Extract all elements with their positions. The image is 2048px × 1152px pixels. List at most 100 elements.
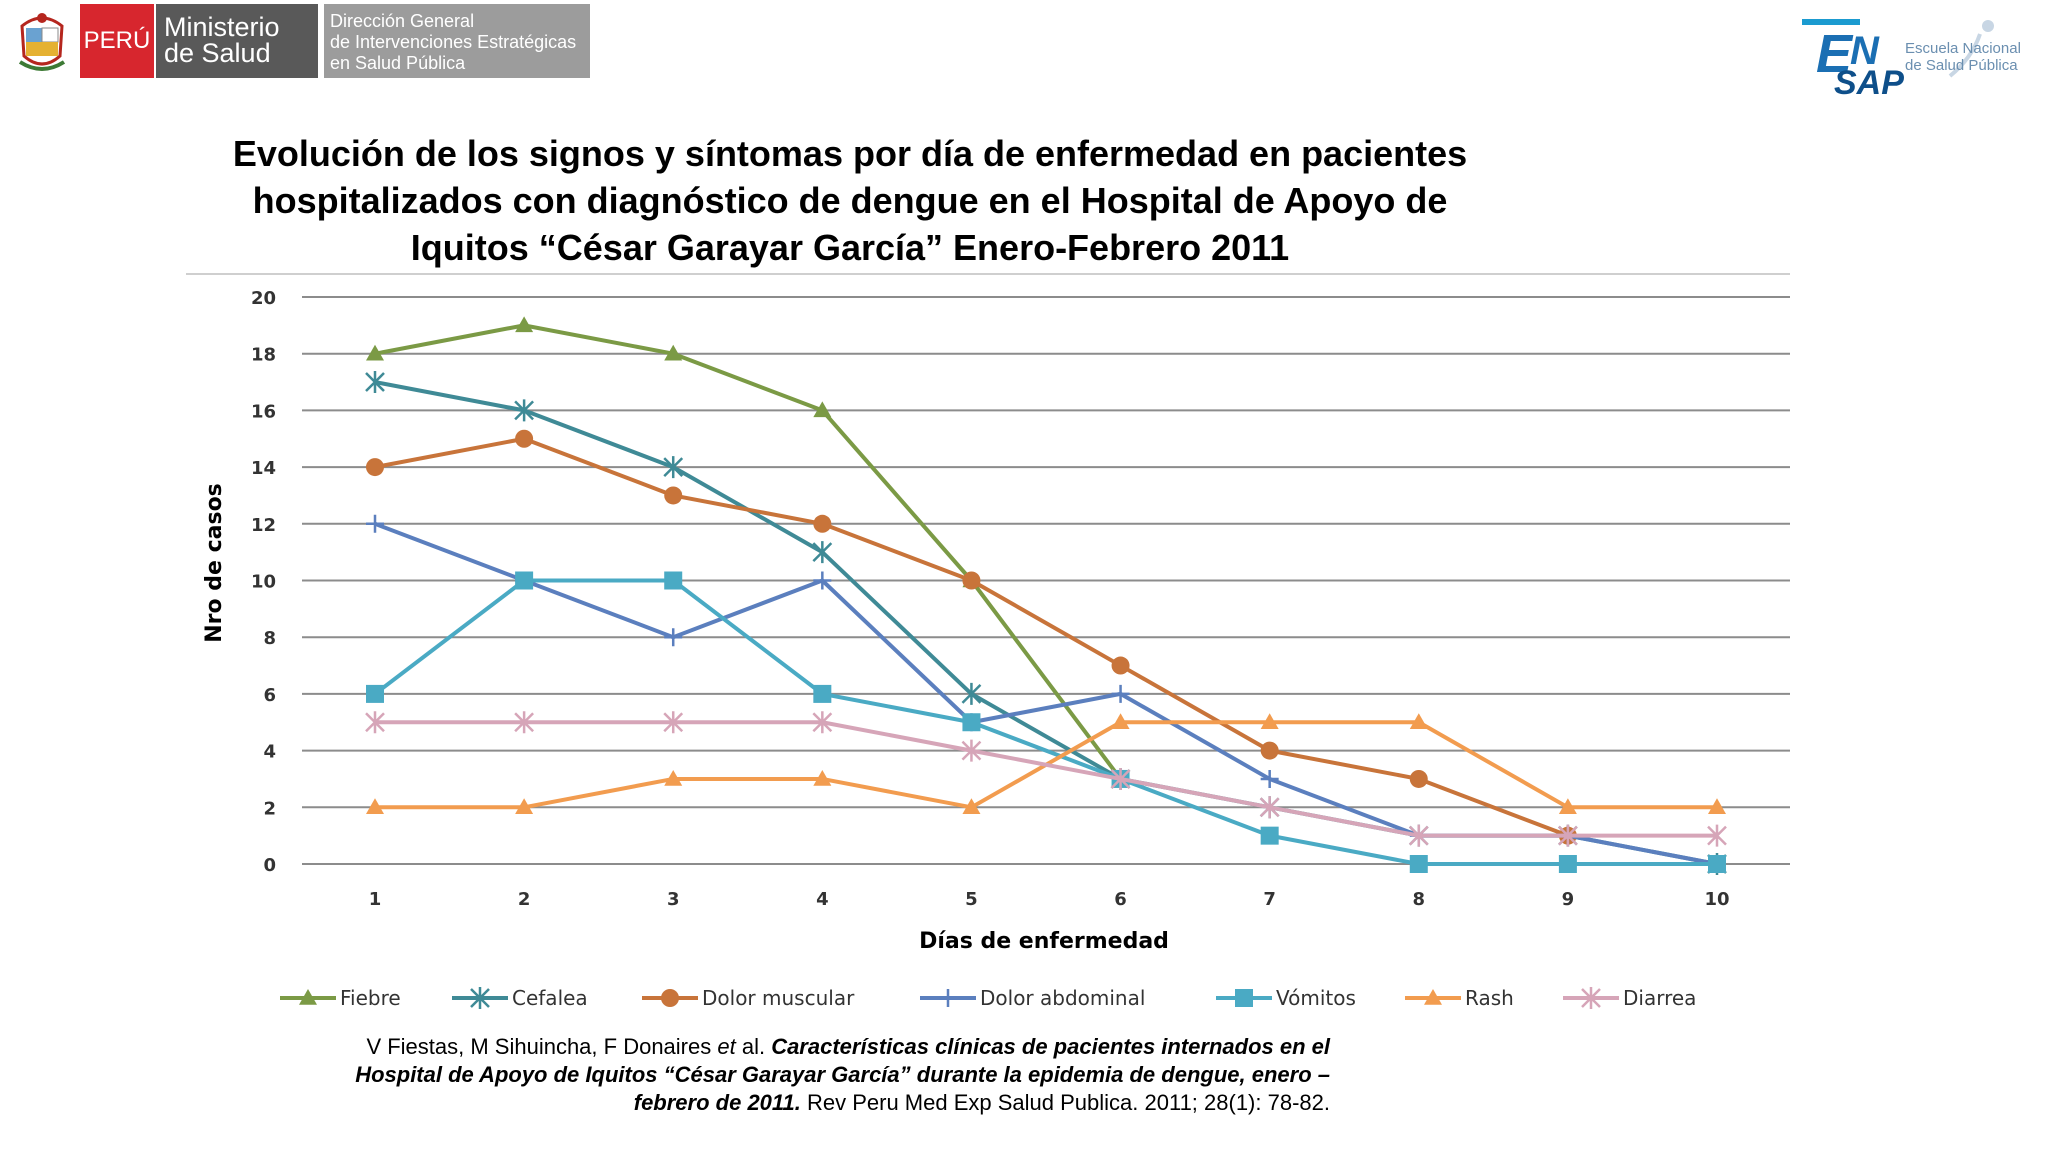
- data-point: [813, 571, 832, 590]
- legend-swatch-marker: [299, 989, 317, 1005]
- data-point: [1409, 769, 1428, 788]
- source-etal: et: [717, 1034, 736, 1059]
- data-point: [664, 628, 683, 647]
- legend-item: Dolor abdominal: [920, 986, 1145, 1010]
- legend-swatch-marker: [1424, 989, 1442, 1005]
- data-point: [366, 344, 384, 361]
- series-line: [374, 323, 1123, 781]
- data-point: [515, 798, 534, 815]
- y-tick-label: 6: [263, 685, 276, 706]
- legend-item: Diarrea: [1563, 986, 1696, 1010]
- title-line2: hospitalizados con diagnóstico de dengue…: [252, 180, 1448, 221]
- legend-swatch-marker: [470, 987, 490, 1009]
- title-line3: Iquitos “César Garayar García” Enero-Feb…: [410, 227, 1290, 268]
- data-point: [1558, 824, 1578, 847]
- data-point: [514, 399, 534, 422]
- source-title-2: Hospital de Apoyo de Iquitos “César Gara…: [355, 1062, 1330, 1087]
- data-point: [1409, 713, 1428, 729]
- y-tick-label: 10: [251, 572, 276, 593]
- x-tick-label: 8: [1413, 889, 1426, 910]
- chart-legend: Fiebre Cefalea Dolor muscular Dolor abdomin…: [280, 986, 1696, 1010]
- svg-text:N: N: [1850, 29, 1880, 73]
- source-line1: V Fiestas, M Sihuincha, F Donaires et al…: [250, 1033, 1330, 1061]
- chart-series: [365, 316, 1727, 875]
- ensap-line1: Escuela Nacional: [1905, 40, 2021, 57]
- data-point: [366, 514, 384, 533]
- data-point: [663, 711, 684, 734]
- x-tick-label: 10: [1704, 889, 1729, 910]
- peru-coat-of-arms-icon: [18, 13, 66, 71]
- y-tick-label: 12: [251, 515, 276, 536]
- series-line: [375, 720, 1717, 838]
- data-point: [961, 682, 982, 705]
- legend-swatch-marker: [939, 989, 957, 1007]
- legend-label: Rash: [1465, 986, 1514, 1010]
- data-point: [664, 769, 683, 786]
- ministerio-line1: Ministerio: [164, 12, 280, 42]
- data-point: [664, 571, 683, 590]
- data-point: [664, 486, 683, 505]
- y-tick-label: 4: [263, 742, 276, 763]
- ensap-name: Escuela Nacional de Salud Pública: [1905, 40, 2021, 74]
- svg-text:SAP: SAP: [1834, 64, 1904, 96]
- title-line1: Evolución de los signos y síntomas por d…: [232, 133, 1468, 174]
- data-point: [1111, 684, 1130, 703]
- direccion-line2: de Intervenciones Estratégicas: [330, 32, 577, 52]
- data-point: [1260, 713, 1279, 729]
- x-tick-label: 5: [965, 889, 978, 910]
- data-point: [664, 344, 683, 361]
- data-point: [1111, 713, 1130, 729]
- data-point: [813, 401, 832, 418]
- data-point: [812, 541, 833, 564]
- x-tick-label: 2: [518, 889, 531, 910]
- series-dolor-muscular: [366, 429, 1577, 845]
- data-point: [961, 739, 982, 762]
- data-point: [1408, 824, 1429, 847]
- slide-title: Evolución de los signos y síntomas por d…: [140, 130, 1560, 271]
- data-point: [813, 514, 832, 533]
- legend-label: Dolor abdominal: [980, 986, 1145, 1010]
- series-vómitos: [366, 571, 1726, 873]
- direccion-line1: Dirección General: [330, 11, 475, 31]
- data-point: [962, 798, 981, 815]
- data-point: [812, 711, 833, 734]
- legend-label: Dolor muscular: [702, 986, 855, 1010]
- header-logos: PERÚ Ministerio de Salud Dirección Gener…: [14, 4, 590, 78]
- legend-label: Cefalea: [512, 986, 588, 1010]
- source-line3: febrero de 2011. Rev Peru Med Exp Salud …: [250, 1089, 1330, 1117]
- legend-label: Vómitos: [1276, 986, 1356, 1010]
- source-title-1: Características clínicas de pacientes in…: [771, 1034, 1330, 1059]
- legend-item: Rash: [1405, 986, 1514, 1010]
- data-point: [962, 571, 981, 590]
- data-point: [366, 798, 384, 815]
- legend-item: Dolor muscular: [642, 986, 855, 1010]
- ensap-line2: de Salud Pública: [1905, 57, 2018, 74]
- x-tick-label: 3: [667, 889, 680, 910]
- legend-item: Cefalea: [452, 986, 588, 1010]
- legend-swatch-marker: [1235, 989, 1253, 1007]
- x-tick-label: 7: [1263, 889, 1276, 910]
- data-point: [1708, 855, 1726, 873]
- y-tick-label: 14: [251, 458, 276, 479]
- series-diarrea: [365, 711, 1727, 847]
- data-point: [1260, 741, 1279, 760]
- data-point: [1260, 826, 1279, 845]
- data-point: [1707, 824, 1727, 847]
- data-point: [1708, 798, 1726, 815]
- y-axis-ticks: 0 2 4 6 8 10 12 14 16 18 20: [251, 288, 276, 876]
- x-tick-label: 6: [1114, 889, 1127, 910]
- legend-item: Fiebre: [280, 986, 401, 1010]
- source-al: al.: [735, 1034, 772, 1059]
- data-point: [1111, 656, 1130, 675]
- legend-label: Diarrea: [1623, 986, 1696, 1010]
- ensap-logo-icon: E N SAP: [1802, 19, 1994, 96]
- source-line2: Hospital de Apoyo de Iquitos “César Gara…: [250, 1061, 1330, 1089]
- ministerio-label: Ministerio de Salud: [156, 4, 318, 78]
- y-tick-label: 18: [251, 345, 276, 366]
- data-point: [514, 711, 534, 734]
- ministerio-line2: de Salud: [164, 38, 271, 68]
- source-journal: Rev Peru Med Exp Salud Publica. 2011; 28…: [800, 1090, 1330, 1115]
- data-point: [365, 711, 385, 734]
- data-point: [515, 316, 534, 333]
- x-tick-label: 4: [816, 889, 829, 910]
